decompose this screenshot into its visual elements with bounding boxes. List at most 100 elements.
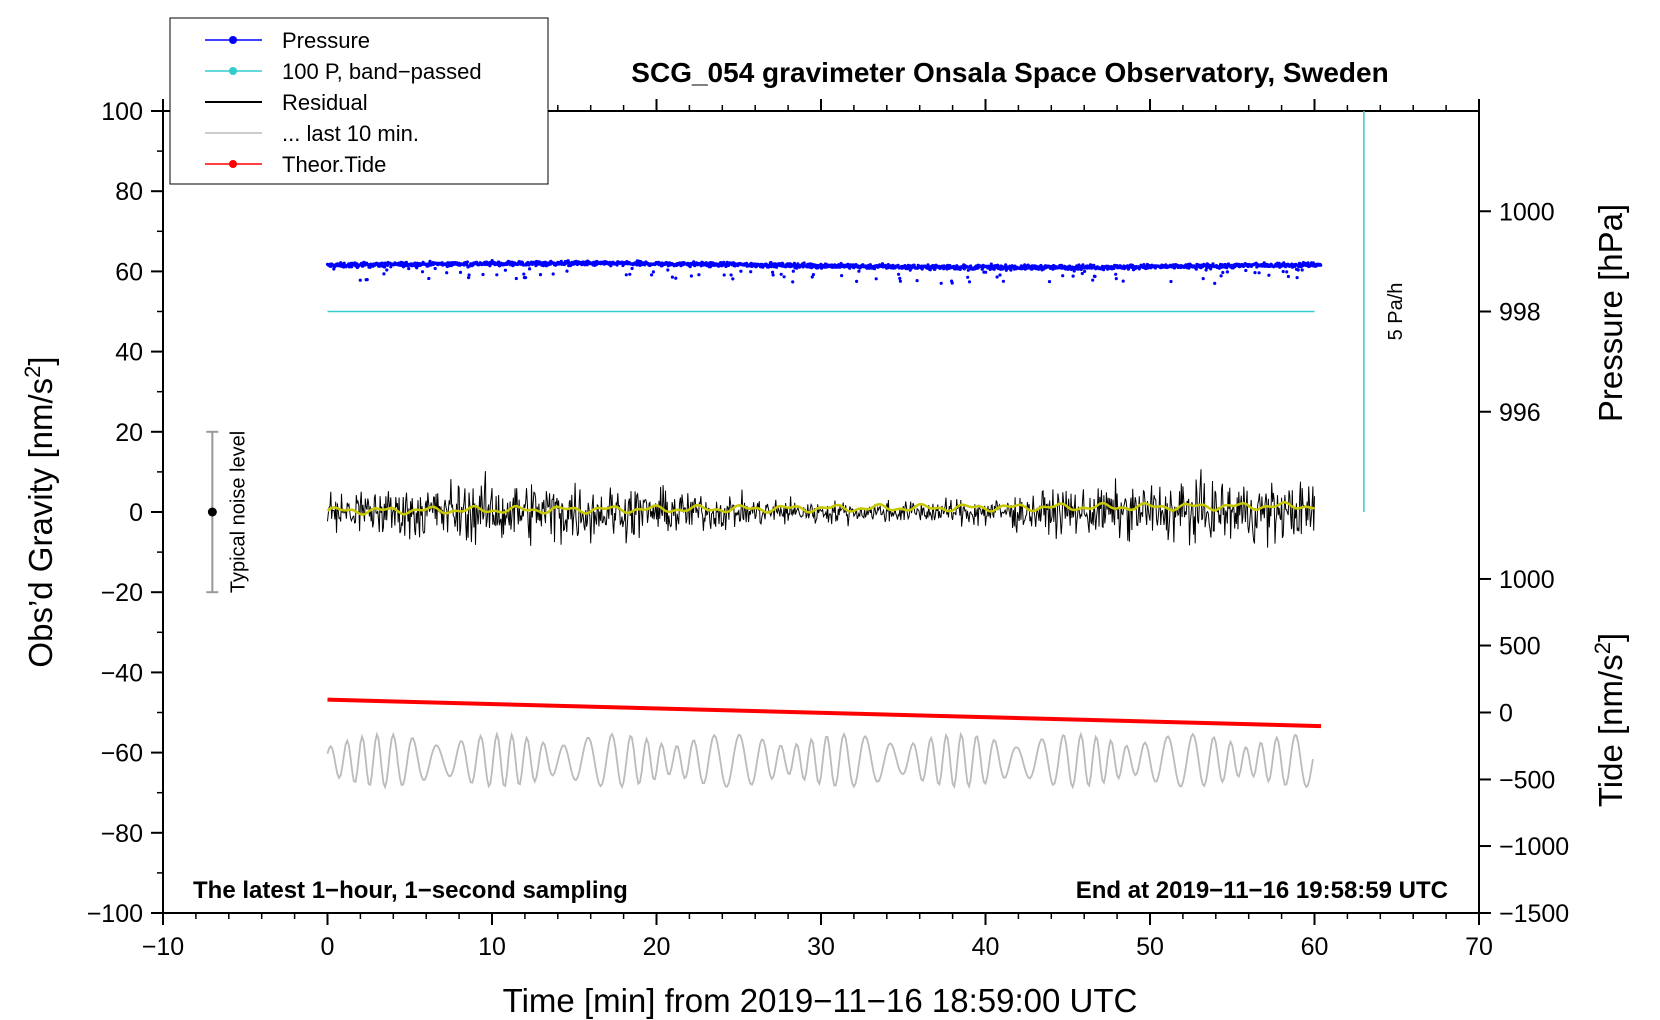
y-tick-label: −20: [101, 579, 143, 607]
pressure-point: [872, 267, 877, 271]
pressure-point: [1079, 267, 1083, 272]
pressure-point: [697, 273, 701, 277]
pressure-point: [995, 275, 999, 279]
pressure-point: [689, 274, 694, 278]
pressure-point: [1213, 281, 1217, 285]
pressure-point: [1204, 268, 1208, 272]
pressure-point: [771, 273, 775, 277]
pressure-point: [420, 270, 425, 274]
tide-tick-label: 500: [1499, 633, 1541, 661]
y-tick-label: 60: [115, 258, 143, 286]
legend-item: Theor.Tide: [205, 152, 386, 177]
pressure-tick-label: 998: [1499, 299, 1541, 327]
x-tick-label: −10: [142, 933, 184, 961]
pressure-point: [433, 266, 437, 271]
pressure-point: [1114, 277, 1118, 281]
legend-label: Pressure: [282, 28, 370, 53]
pressure-point: [840, 274, 844, 278]
pressure-point: [1194, 267, 1198, 271]
legend-item: Residual: [205, 90, 368, 115]
series-theor-tide: [327, 697, 1322, 729]
y-tick-label: −60: [101, 740, 143, 768]
pressure-point: [1209, 267, 1213, 271]
pressure-point: [1091, 278, 1095, 282]
legend-item: 100 P, band−passed: [205, 59, 482, 84]
pressure-tick-label: 1000: [1499, 198, 1555, 226]
y-tick-label: 80: [115, 178, 143, 206]
pressure-point: [1221, 270, 1225, 275]
x-tick-label: 50: [1136, 933, 1164, 961]
pressure-point: [458, 270, 463, 274]
pressure-point: [628, 272, 632, 276]
pressure-point: [1092, 263, 1096, 267]
pressure-scale-label: 5 Pa/h: [1385, 283, 1407, 341]
pressure-point: [630, 266, 634, 271]
pressure-point: [1300, 268, 1304, 272]
legend-item: Pressure: [205, 28, 370, 53]
pressure-point: [382, 272, 386, 276]
pressure-point: [771, 270, 775, 274]
x-tick-label: 10: [478, 933, 506, 961]
tick-labels: −10 0 10 20 30 40 50 60 70−100−80−60−40−20020406…: [87, 98, 1570, 961]
tide-tick-label: −1500: [1499, 900, 1569, 928]
pressure-point: [791, 280, 795, 284]
pressure-point: [722, 273, 726, 277]
pressure-point: [565, 269, 569, 273]
pressure-point: [1081, 263, 1085, 267]
series-layer: [325, 259, 1323, 790]
pressure-point: [1169, 279, 1173, 284]
pressure-point: [1121, 279, 1125, 283]
tide-tick-label: −500: [1499, 766, 1555, 794]
pressure-point: [1001, 279, 1006, 283]
pressure-point: [465, 260, 469, 264]
pressure-point: [1047, 280, 1052, 284]
pressure-point: [998, 273, 1002, 277]
noise-bar-point: [207, 507, 217, 517]
legend-label: 100 P, band−passed: [282, 59, 482, 84]
pressure-point: [1319, 263, 1323, 267]
pressure-point: [855, 279, 859, 283]
pressure-point: [729, 273, 733, 277]
series-last-10-min: [326, 730, 1314, 790]
pressure-point: [731, 277, 735, 281]
pressure-point: [382, 265, 387, 269]
pressure-point: [651, 270, 656, 274]
legend-marker: [229, 36, 237, 44]
pressure-point: [915, 279, 919, 283]
x-tick-label: 30: [807, 933, 835, 961]
pressure-point: [522, 272, 526, 276]
legend-label: Residual: [282, 90, 368, 115]
pressure-point: [857, 269, 861, 273]
pressure-point: [1296, 268, 1300, 272]
pressure-point: [407, 267, 411, 271]
x-tick-label: 0: [321, 933, 335, 961]
pressure-point: [1039, 263, 1043, 268]
legend-marker: [229, 67, 237, 75]
pressure-point: [358, 278, 362, 282]
pressure-point: [1225, 270, 1229, 274]
pressure-point: [467, 273, 471, 277]
pressure-point: [524, 276, 528, 280]
pressure-point: [365, 278, 369, 282]
pressure-point: [782, 275, 786, 279]
pressure-point: [1114, 272, 1118, 276]
pressure-point: [811, 273, 816, 277]
pressure-point: [1026, 263, 1030, 267]
legend: Pressure 100 P, band−passed Residual ... la…: [169, 17, 549, 185]
pressure-point: [445, 271, 449, 275]
note-right: End at 2019−11−16 19:58:59 UTC: [1076, 877, 1448, 904]
pressure-point: [1004, 263, 1008, 267]
x-tick-label: 20: [643, 933, 671, 961]
pressure-point: [966, 268, 970, 272]
pressure-point: [1262, 261, 1266, 265]
pressure-point: [528, 267, 532, 271]
pressure-point: [1285, 270, 1289, 274]
pressure-point: [739, 269, 743, 273]
pressure-point: [495, 273, 499, 277]
legend-item: ... last 10 min.: [205, 121, 419, 146]
pressure-point: [810, 275, 814, 279]
pressure-point: [848, 266, 852, 270]
pressure-point: [1083, 269, 1087, 273]
pressure-point: [490, 259, 494, 263]
